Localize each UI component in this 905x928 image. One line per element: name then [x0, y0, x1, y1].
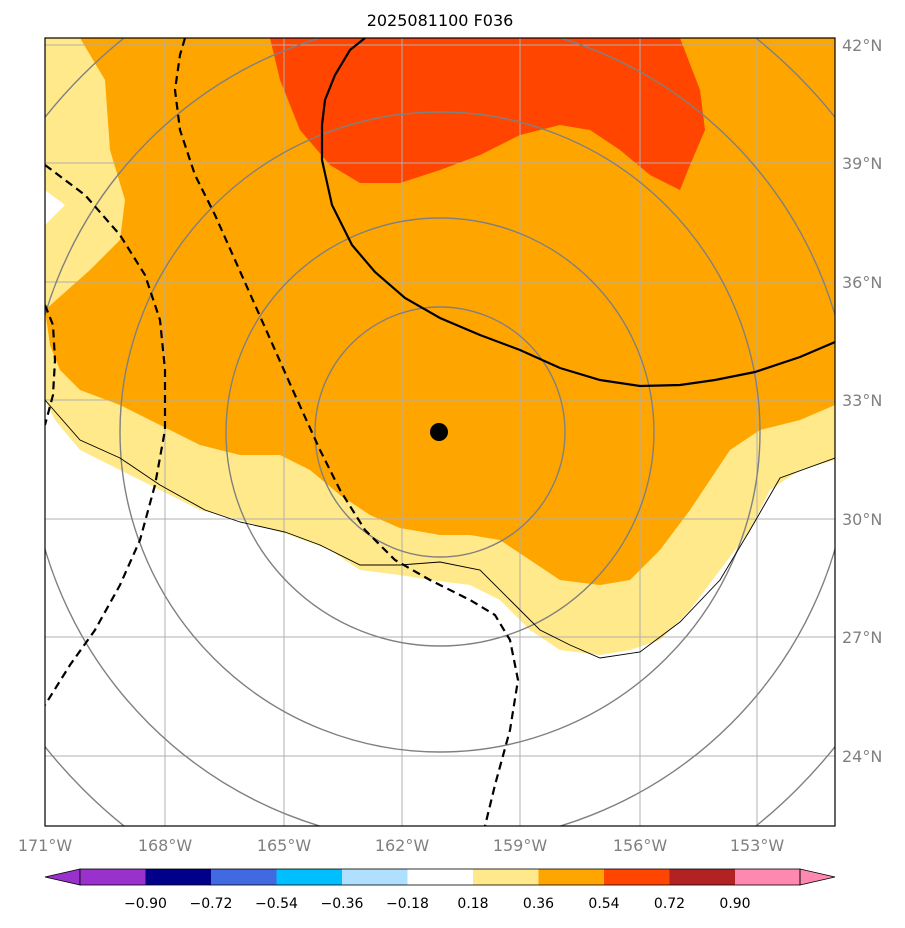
shading-red — [270, 38, 705, 190]
lat-label: 30°N — [842, 510, 882, 529]
map-title: 2025081100 F036 — [367, 11, 514, 30]
colorbar: −0.90 −0.72 −0.54 −0.36 −0.18 0.18 0.36 … — [44, 868, 836, 912]
colorbar-tick-label: −0.72 — [190, 896, 233, 912]
map-frame — [44, 37, 836, 827]
contour-solid — [320, 38, 835, 388]
colorbar-segment — [669, 869, 735, 885]
colorbar-segment — [735, 869, 800, 885]
colorbar-frame — [79, 868, 801, 886]
colorbar-segment — [604, 869, 670, 885]
lon-label: 168°W — [138, 836, 193, 855]
lon-label: 159°W — [493, 836, 548, 855]
lat-label: 42°N — [842, 36, 882, 55]
lon-label: 153°W — [730, 836, 785, 855]
lat-label: 24°N — [842, 747, 882, 766]
colorbar-segment — [342, 869, 408, 885]
lon-label: 171°W — [18, 836, 73, 855]
contour-dashed-middle — [173, 38, 520, 826]
colorbar-tick-label: 0.36 — [523, 896, 554, 912]
contour-dashed-far-west — [45, 304, 57, 426]
colorbar-extend-low — [44, 868, 81, 886]
lat-label: 39°N — [842, 154, 882, 173]
longitude-labels: 171°W 168°W 165°W 162°W 159°W 156°W 153°… — [18, 836, 785, 855]
shading-light-patch-west — [45, 38, 95, 110]
colorbar-tick-label: 0.90 — [719, 896, 750, 912]
lat-label: 33°N — [842, 391, 882, 410]
lat-label: 27°N — [842, 628, 882, 647]
contour-dashed-west — [45, 164, 167, 706]
colorbar-segment — [145, 869, 211, 885]
coastline — [45, 399, 835, 659]
colorbar-tick-label: −0.18 — [386, 896, 429, 912]
latitude-labels: 42°N 39°N 36°N 33°N 30°N 27°N 24°N — [842, 36, 882, 766]
colorbar-segment — [211, 869, 277, 885]
colorbar-extend-high — [799, 868, 836, 886]
lon-label: 165°W — [257, 836, 312, 855]
lon-label: 156°W — [613, 836, 668, 855]
shading-white-patch-west — [45, 190, 65, 225]
colorbar-tick-label: −0.90 — [124, 896, 167, 912]
colorbar-tick-label: 0.72 — [654, 896, 685, 912]
colorbar-segment — [80, 869, 146, 885]
colorbar-tick-label: −0.54 — [255, 896, 298, 912]
colorbar-segment — [473, 869, 539, 885]
lat-label: 36°N — [842, 273, 882, 292]
storm-center-marker — [430, 423, 448, 441]
colorbar-tick-label: 0.18 — [457, 896, 488, 912]
colorbar-tick-label: −0.36 — [321, 896, 364, 912]
colorbar-segment — [538, 869, 604, 885]
colorbar-segment — [407, 869, 473, 885]
shading-orange — [45, 38, 835, 585]
lon-label: 162°W — [375, 836, 430, 855]
colorbar-segment — [276, 869, 342, 885]
colorbar-tick-label: 0.54 — [588, 896, 619, 912]
